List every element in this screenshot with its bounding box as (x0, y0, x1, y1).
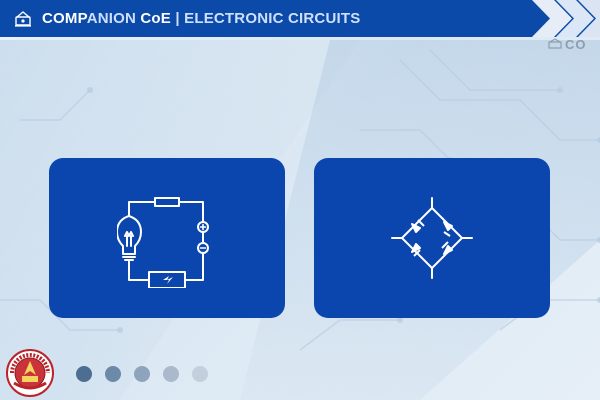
corner-watermark: CO (548, 36, 600, 52)
bridge-rectifier-card[interactable] (314, 158, 550, 318)
bulb-battery-circuit-icon (117, 197, 209, 288)
page-title: COMPANION CoE | ELECTRONIC CIRCUITS (42, 10, 360, 27)
watermark-text: CO (565, 36, 587, 52)
title-dim: ANION (86, 10, 141, 27)
title-bold: CoE (140, 10, 171, 27)
pagination-dot[interactable] (192, 366, 208, 382)
university-seal-icon (6, 349, 54, 397)
bridge-rectifier-icon (391, 197, 473, 279)
circuit-card[interactable] (49, 158, 285, 318)
pagination-dot[interactable] (105, 366, 121, 382)
companion-logo-icon (14, 10, 32, 28)
chevron-decoration-icon (532, 0, 600, 37)
header-bar: COMPANION CoE | ELECTRONIC CIRCUITS (0, 0, 600, 37)
pagination-dot[interactable] (163, 366, 179, 382)
watermark-logo-icon (548, 38, 562, 49)
pagination-dot[interactable] (76, 366, 92, 382)
pagination-dots (76, 366, 208, 382)
title-emph: COMP (42, 10, 87, 27)
pagination-dot[interactable] (134, 366, 150, 382)
title-sub: | ELECTRONIC CIRCUITS (171, 10, 361, 27)
